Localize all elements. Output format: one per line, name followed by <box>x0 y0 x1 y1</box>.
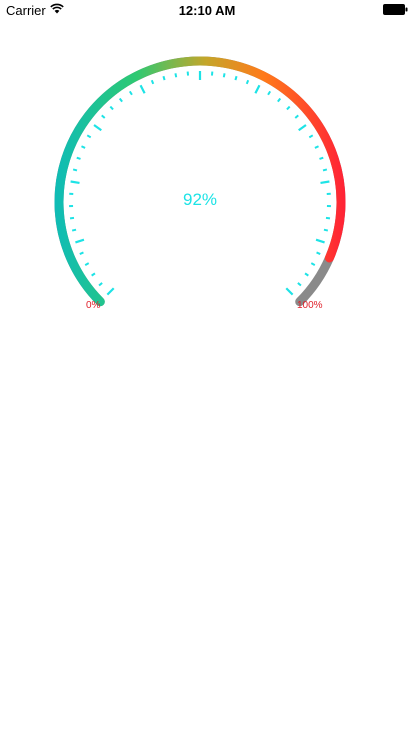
gauge-minor-tick <box>118 97 123 103</box>
gauge-minor-tick <box>109 105 114 111</box>
gauge-minor-tick <box>222 73 226 78</box>
gauge-major-tick <box>139 84 146 94</box>
gauge-fill-arc <box>54 56 346 307</box>
gauge-minor-tick <box>294 114 299 119</box>
gauge-minor-tick <box>150 79 155 85</box>
gauge-minor-tick <box>84 262 90 266</box>
gauge-minor-tick <box>76 156 81 160</box>
wifi-icon <box>50 3 64 14</box>
gauge-minor-tick <box>72 168 78 172</box>
gauge-minor-tick <box>286 105 291 111</box>
gauge-ticks <box>69 71 331 296</box>
gauge-minor-tick <box>325 216 331 220</box>
gauge-minor-tick <box>322 168 328 172</box>
gauge-major-tick <box>298 124 307 132</box>
gauge-minor-tick <box>323 228 329 232</box>
gauge-major-tick <box>320 180 330 184</box>
gauge-major-tick <box>254 84 261 94</box>
gauge-major-tick <box>106 287 115 296</box>
status-bar: Carrier 12:10 AM <box>0 0 414 20</box>
gauge-minor-tick <box>101 114 106 119</box>
gauge-major-tick <box>285 287 294 296</box>
gauge-minor-tick <box>81 145 86 149</box>
gauge-minor-tick <box>98 282 103 287</box>
gauge-minor-tick <box>128 90 133 96</box>
gauge-minor-tick <box>91 272 96 277</box>
gauge-minor-tick <box>314 145 319 149</box>
gauge-max-label: 100% <box>297 300 323 311</box>
gauge-major-tick <box>93 124 102 132</box>
battery-icon <box>383 4 408 15</box>
gauge-minor-tick <box>69 216 75 220</box>
gauge-minor-tick <box>319 156 324 160</box>
gauge-minor-tick <box>308 134 314 139</box>
gauge-value-label: 92% <box>182 190 218 209</box>
gauge-major-tick <box>70 180 80 184</box>
gauge-dial <box>54 56 346 307</box>
gauge-major-tick <box>75 238 85 244</box>
gauge-minor-tick <box>310 262 316 266</box>
status-time: 12:10 AM <box>178 3 236 18</box>
carrier-label: Carrier <box>6 3 46 18</box>
gauge-minor-tick <box>304 272 309 277</box>
gauge-minor-tick <box>316 251 321 255</box>
gauge-minor-tick <box>174 73 178 78</box>
gauge-minor-tick <box>234 75 238 81</box>
gauge-major-tick <box>315 238 325 244</box>
gauge-min-label: 0% <box>86 300 101 311</box>
gauge-minor-tick <box>86 134 92 139</box>
gauge-minor-tick <box>79 251 84 255</box>
gauge-minor-tick <box>267 90 272 96</box>
gauge-minor-tick <box>297 282 302 287</box>
gauge-minor-tick <box>162 75 166 81</box>
gauge-minor-tick <box>71 228 77 232</box>
gauge-minor-tick <box>245 79 250 85</box>
gauge-minor-tick <box>277 97 282 103</box>
